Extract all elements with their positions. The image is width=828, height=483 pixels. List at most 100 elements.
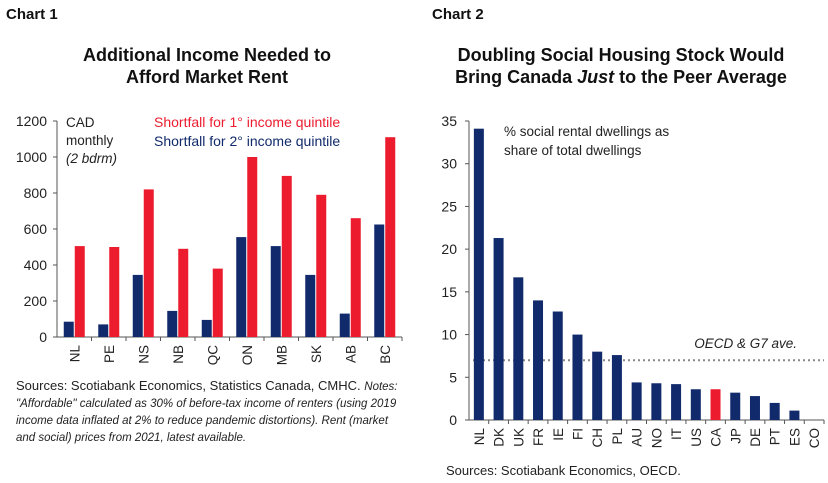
chart1-x-tick-label: MB [274, 345, 289, 365]
chart1-panel: Chart 1 Additional Income Needed to Affo… [0, 6, 414, 446]
chart2-bar [611, 355, 622, 420]
chart1-y-tick-label: 600 [24, 221, 48, 237]
chart1-title-line1: Additional Income Needed to [82, 45, 332, 65]
chart2-bar [513, 277, 524, 420]
chart1-bar-q2 [132, 274, 143, 337]
chart1-title: Additional Income Needed to Afford Marke… [0, 46, 414, 86]
chart2-x-tick-label: US [689, 428, 704, 447]
chart2-x-tick-label: CA [709, 428, 724, 447]
chart2-x-tick-label: AU [630, 428, 645, 447]
chart2-bar [690, 389, 701, 420]
chart2-bar [552, 311, 563, 420]
chart1-x-tick-label: BC [378, 345, 393, 364]
chart2-bar [671, 384, 682, 420]
chart2-x-tick-label: DK [492, 428, 507, 447]
chart2-title: Doubling Social Housing Stock Would Brin… [414, 46, 828, 86]
chart2-x-tick-label: IT [669, 428, 684, 440]
chart2-title-line2: Bring Canada Just to the Peer Average [414, 68, 828, 86]
chart2-x-tick-label: NO [649, 428, 664, 448]
chart1-bar-q1 [350, 218, 361, 337]
chart1-y-tick-label: 0 [39, 329, 47, 345]
chart2-title-em: Just [577, 67, 615, 87]
chart2-bar [651, 383, 662, 420]
chart1-legend-q2: Shortfall for 2° income quintile [154, 133, 340, 149]
chart2-x-tick-label: PT [768, 428, 783, 445]
chart2-bar-highlight [710, 389, 721, 420]
chart1-bar-q1 [281, 175, 292, 337]
chart2-panel: Chart 2 Doubling Social Housing Stock Wo… [414, 0, 828, 483]
chart2-bar [749, 396, 760, 420]
chart1-x-tick-label: PE [102, 345, 117, 363]
chart2-x-tick-label: FR [531, 428, 546, 446]
chart2-bar [533, 300, 544, 420]
chart2-x-tick-label: CH [590, 428, 605, 448]
chart1-ylabel-line1: CAD [66, 115, 95, 130]
chart1-x-tick-label: SK [309, 345, 324, 363]
chart1-label: Chart 1 [6, 6, 58, 23]
chart2-bar [789, 410, 800, 420]
chart2-title-post: to the Peer Average [614, 67, 787, 87]
chart1-y-tick-label: 400 [24, 257, 48, 273]
chart1-bar-q2 [236, 237, 247, 337]
chart2-reference-label: OECD & G7 ave. [694, 336, 797, 351]
chart1-bar-q2 [374, 224, 385, 337]
chart2-y-tick-label: 35 [441, 113, 457, 129]
chart2-bar [473, 128, 484, 420]
chart2-x-tick-label: ES [787, 428, 802, 446]
chart1-legend-q1: Shortfall for 1° income quintile [154, 114, 340, 130]
chart2-bar [631, 382, 642, 420]
chart2-x-tick-label: NL [472, 428, 487, 446]
chart2-bar [493, 238, 504, 420]
chart2-bar [572, 334, 583, 420]
chart1-bar-q1 [143, 189, 154, 337]
chart1-notes: Notes: "Affordable" calculated as 30% of… [16, 381, 398, 444]
chart2-title-line1: Doubling Social Housing Stock Would [457, 45, 785, 65]
chart1-bar-q2 [305, 274, 316, 337]
chart1-y-tick-label: 200 [24, 293, 48, 309]
chart2-x-tick-label: JP [728, 428, 743, 444]
chart2-x-tick-label: UK [511, 428, 526, 447]
chart1-bar-q2 [167, 310, 178, 337]
chart1-y-tick-label: 800 [24, 185, 48, 201]
chart1-x-tick-label: NB [171, 345, 186, 364]
chart1-x-tick-label: NS [136, 345, 151, 364]
chart1-bar-q2 [201, 319, 212, 337]
chart1-bar-q1 [385, 137, 396, 337]
chart1-bar-q1 [74, 246, 85, 337]
chart2-y-tick-label: 25 [441, 198, 457, 214]
chart1-title-line2: Afford Market Rent [125, 67, 288, 87]
chart1-bar-q1 [212, 268, 223, 337]
chart1-x-tick-label: QC [205, 345, 220, 366]
chart1-bar-q2 [98, 324, 109, 337]
chart2-x-tick-label: CO [807, 428, 822, 448]
chart2-bar [592, 351, 603, 420]
chart2-x-tick-label: DE [748, 428, 763, 447]
chart2-x-tick-label: PL [610, 428, 625, 445]
chart1-bar-q1 [316, 194, 327, 337]
chart2-x-tick-label: IE [551, 428, 566, 441]
chart2-bar [769, 402, 780, 420]
chart2-y-tick-label: 30 [441, 156, 457, 172]
chart2-label: Chart 2 [432, 6, 484, 23]
chart1-x-tick-label: NL [67, 345, 82, 363]
chart2-bar [730, 392, 741, 420]
chart1-bar-q2 [339, 313, 350, 337]
chart2-plot: 0 5 10 15 20 25 30 35 OECD & G7 ave. NL DK UK FR IE FI… [441, 113, 825, 448]
chart1-ylabel-line3: (2 bdrm) [66, 151, 117, 166]
chart2-y-tick-label: 15 [441, 284, 457, 300]
chart1-x-tick-label: ON [240, 345, 255, 365]
chart1-y-tick-label: 1000 [16, 149, 47, 165]
chart2-title-pre: Bring Canada [455, 67, 578, 87]
chart2-y-tick-label: 10 [441, 327, 457, 343]
chart1-bar-q2 [63, 321, 74, 337]
chart1-bar-q1 [109, 247, 120, 337]
chart2-annotation-line2: share of total dwellings [504, 143, 642, 158]
chart1-bar-q2 [270, 246, 281, 337]
chart2-sources: Sources: Scotiabank Economics, OECD. [446, 463, 681, 478]
chart2-annotation-line1: % social rental dwellings as [504, 124, 669, 139]
chart1-sources-block: Sources: Scotiabank Economics, Statistic… [16, 378, 406, 446]
chart2-y-tick-label: 0 [449, 412, 457, 428]
chart2-y-tick-label: 5 [449, 369, 457, 385]
chart1-sources: Sources: Scotiabank Economics, Statistic… [16, 378, 361, 393]
chart1-ylabel-line2: monthly [66, 133, 114, 148]
